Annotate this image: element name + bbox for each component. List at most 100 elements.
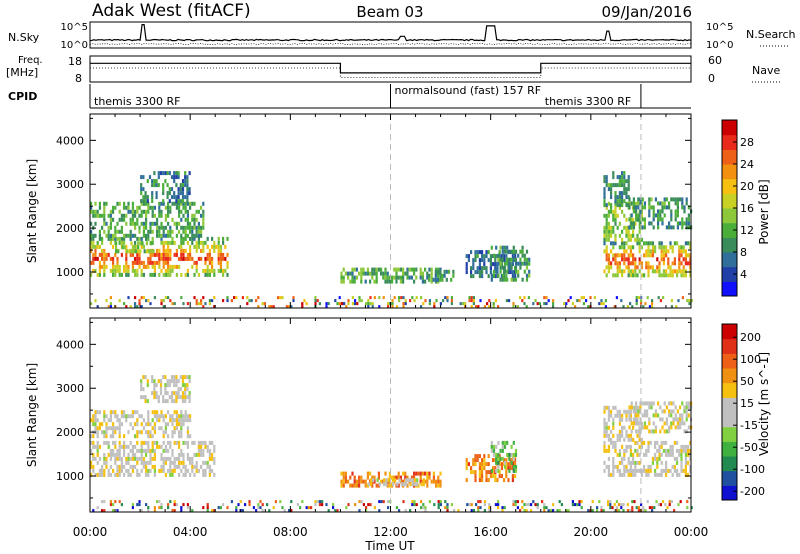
velocity-ytick-label-0: 1000 <box>56 470 84 483</box>
velocity-cell <box>623 409 626 414</box>
power-cell <box>129 252 132 257</box>
velocity-cell <box>505 470 508 475</box>
power-cell <box>421 279 424 284</box>
power-cell <box>290 305 293 309</box>
power-cell <box>153 272 156 277</box>
velocity-cell <box>145 448 148 453</box>
power-cell <box>179 199 182 204</box>
velocity-cell <box>509 458 512 463</box>
power-cell <box>618 183 621 188</box>
velocity-cell <box>131 464 134 469</box>
power-cell <box>512 273 515 278</box>
power-cell <box>136 272 139 277</box>
velocity-cell <box>114 444 117 449</box>
power-cell <box>605 273 608 278</box>
power-cell <box>155 195 158 200</box>
power-cell <box>167 233 170 238</box>
velocity-colorbar-band <box>722 470 737 486</box>
power-cell <box>162 299 165 303</box>
velocity-cell <box>274 500 277 504</box>
power-cell <box>519 265 522 270</box>
power-cell <box>667 273 670 278</box>
velocity-cell <box>105 456 108 461</box>
power-cell <box>489 262 492 267</box>
power-cell <box>632 233 635 238</box>
velocity-cell <box>672 417 675 422</box>
power-cell <box>353 275 356 280</box>
power-cell <box>197 256 200 261</box>
power-cell <box>669 245 672 250</box>
velocity-cell <box>481 474 484 479</box>
velocity-cell <box>402 482 406 487</box>
velocity-cell <box>140 414 143 419</box>
power-cell <box>213 244 216 249</box>
power-cell <box>139 249 142 254</box>
velocity-cell <box>116 468 119 473</box>
cpid-label: CPID <box>8 90 37 103</box>
power-cell <box>184 217 187 222</box>
power-cell <box>217 244 220 249</box>
power-cell <box>627 245 630 250</box>
velocity-cell <box>428 500 431 504</box>
power-cell <box>645 241 648 246</box>
velocity-cell <box>665 452 668 457</box>
power-cell <box>545 302 548 306</box>
velocity-cell <box>668 401 671 406</box>
velocity-cell <box>118 426 121 431</box>
power-cell <box>510 265 513 270</box>
power-cell <box>169 225 172 230</box>
power-cell <box>439 267 442 272</box>
velocity-cell <box>107 418 110 423</box>
time-tick-label-1: 04:00 <box>173 525 208 539</box>
velocity-cell <box>114 410 117 415</box>
velocity-cell <box>181 391 185 396</box>
power-cell <box>107 213 110 218</box>
velocity-cell <box>342 479 345 484</box>
velocity-cell <box>107 426 110 431</box>
velocity-cell <box>184 440 187 445</box>
power-cell <box>677 299 680 303</box>
velocity-cell <box>510 444 513 449</box>
power-cell <box>136 305 139 309</box>
power-cell <box>360 271 363 276</box>
power-cell <box>219 268 222 273</box>
power-cell <box>206 264 209 269</box>
velocity-cell <box>373 479 376 484</box>
velocity-cell <box>612 405 615 410</box>
power-cell <box>158 264 161 269</box>
velocity-cell <box>636 433 639 438</box>
power-cell <box>179 183 182 188</box>
power-cell <box>137 241 140 246</box>
velocity-cell <box>664 503 667 507</box>
velocity-cell <box>647 448 650 453</box>
power-cell <box>603 213 606 218</box>
power-cell <box>140 175 143 180</box>
power-cell <box>668 221 671 226</box>
power-cell <box>517 253 520 258</box>
velocity-cell <box>406 475 409 480</box>
power-cell <box>413 279 416 284</box>
power-cell <box>164 272 167 277</box>
power-cell <box>686 299 689 303</box>
velocity-cell <box>149 468 152 473</box>
power-cell <box>197 233 200 238</box>
velocity-cell <box>181 399 185 404</box>
velocity-cell <box>366 475 369 480</box>
velocity-cell <box>186 506 189 510</box>
velocity-cell <box>629 413 632 418</box>
power-cell <box>114 252 117 257</box>
velocity-cell <box>288 509 291 513</box>
velocity-cell <box>492 444 496 449</box>
power-cell <box>450 302 453 306</box>
power-cell <box>687 241 690 246</box>
velocity-cell <box>402 471 405 476</box>
power-cell <box>169 240 172 245</box>
power-cell <box>377 267 380 272</box>
power-cell <box>669 241 672 246</box>
velocity-cell <box>385 478 388 483</box>
power-cell <box>137 245 140 250</box>
power-cell <box>200 302 203 306</box>
power-cell <box>125 205 128 210</box>
velocity-cell <box>439 471 442 476</box>
power-cell <box>470 299 473 303</box>
